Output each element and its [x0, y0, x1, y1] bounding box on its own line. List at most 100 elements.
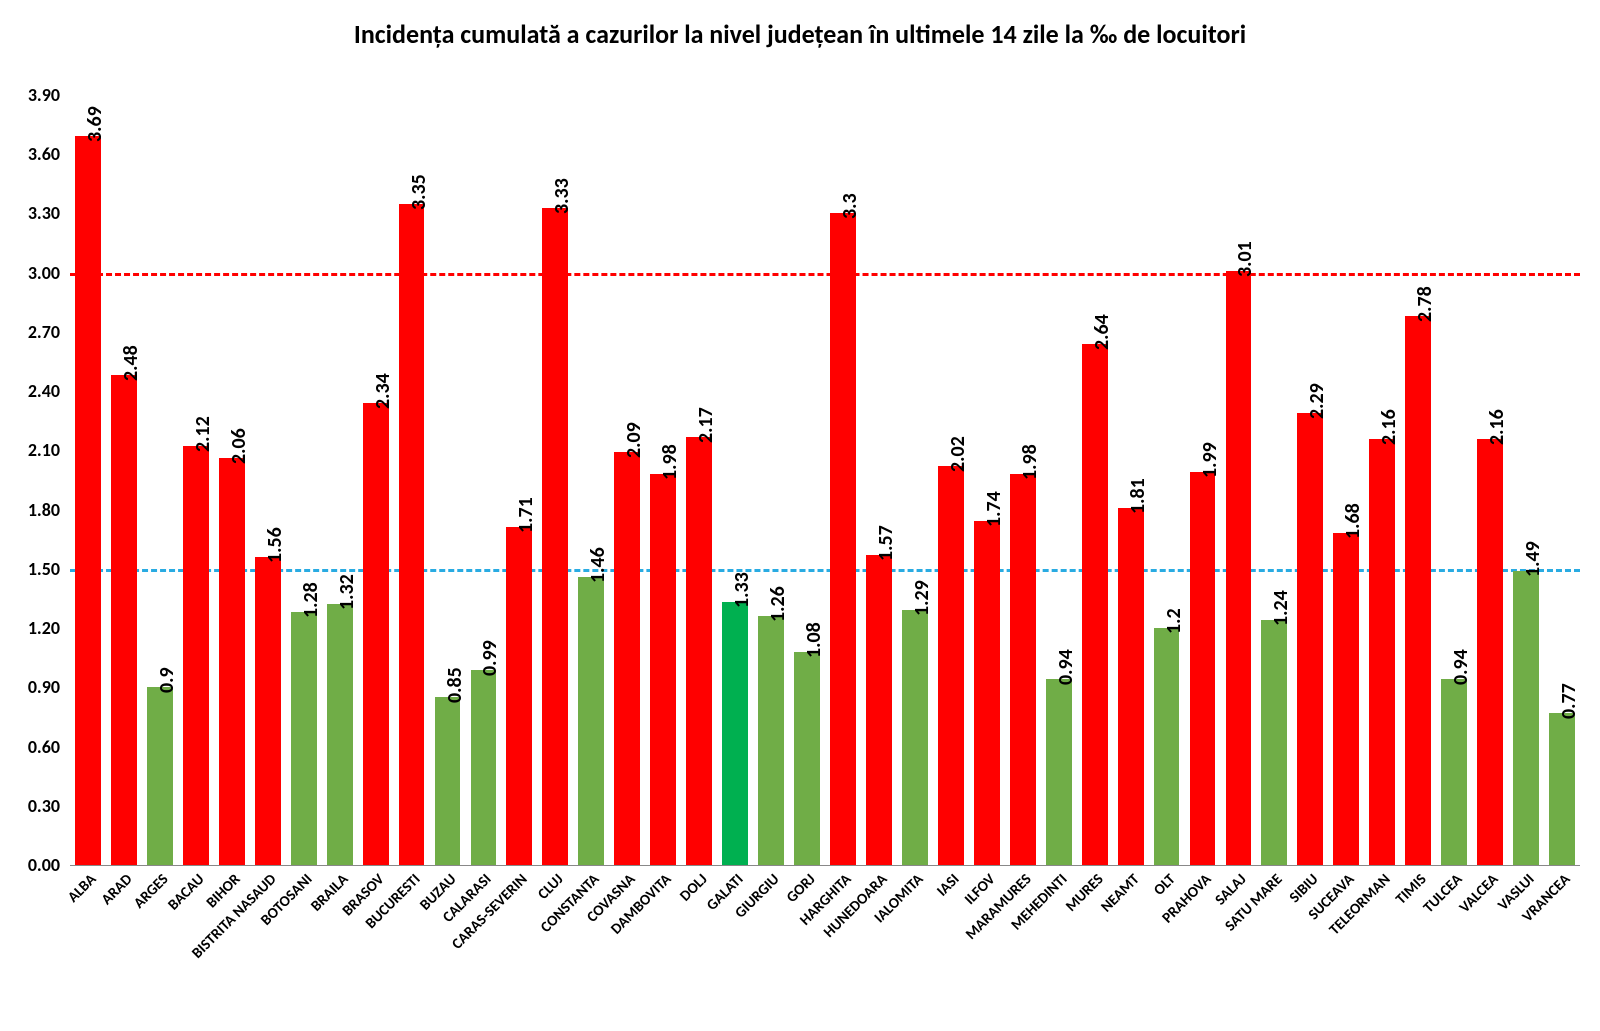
- bar: [1046, 679, 1072, 865]
- bar-value-label: 2.02: [946, 436, 970, 472]
- y-tick-label: 3.90: [28, 84, 60, 106]
- y-tick-label: 3.00: [28, 262, 60, 284]
- x-tick-label: IASI: [933, 871, 963, 901]
- bar: [183, 446, 209, 865]
- x-tick-label: BACAU: [165, 871, 209, 915]
- bar: [902, 610, 928, 865]
- bar: [650, 474, 676, 865]
- bar-value-label: 1.24: [1269, 590, 1293, 626]
- bar-value-label: 2.64: [1090, 314, 1114, 350]
- bar-value-label: 3.35: [407, 174, 431, 210]
- bar-value-label: 1.26: [766, 586, 790, 622]
- bar-value-label: 3.01: [1233, 241, 1257, 277]
- x-tick-label: ALBA: [64, 871, 100, 907]
- bar-value-label: 0.94: [1054, 650, 1078, 686]
- bar: [1154, 628, 1180, 865]
- bar: [1118, 508, 1144, 865]
- x-tick-label: TULCEA: [1420, 871, 1466, 917]
- y-tick-label: 3.30: [28, 202, 60, 224]
- bar-value-label: 1.49: [1521, 541, 1545, 577]
- y-tick-label: 2.70: [28, 321, 60, 343]
- y-tick-label: 0.30: [28, 795, 60, 817]
- bar-value-label: 0.99: [478, 640, 502, 676]
- bar-value-label: 2.06: [227, 429, 251, 465]
- bar-value-label: 1.32: [335, 575, 359, 611]
- bar: [327, 604, 353, 865]
- bar-value-label: 2.12: [191, 417, 215, 453]
- bar: [399, 204, 425, 865]
- y-tick-label: 1.50: [28, 558, 60, 580]
- bar: [938, 466, 964, 865]
- x-tick-label: NEAMT: [1097, 871, 1143, 917]
- bar: [866, 555, 892, 865]
- bar: [1477, 439, 1503, 865]
- bar-value-label: 1.68: [1341, 504, 1365, 540]
- bar: [542, 208, 568, 865]
- bar-value-label: 1.33: [730, 573, 754, 609]
- bar-value-label: 2.16: [1485, 409, 1509, 445]
- bar-value-label: 3.3: [838, 194, 862, 220]
- x-tick-label: ARGES: [130, 871, 172, 913]
- y-tick-label: 1.20: [28, 617, 60, 639]
- y-tick-label: 0.90: [28, 676, 60, 698]
- bar: [1333, 533, 1359, 865]
- bar-value-label: 1.71: [514, 498, 538, 534]
- x-tick-label: VALCEA: [1456, 871, 1502, 917]
- bar-value-label: 1.57: [874, 525, 898, 561]
- bar-value-label: 1.46: [586, 547, 610, 583]
- bar-value-label: 1.98: [1018, 444, 1042, 480]
- bar: [147, 687, 173, 865]
- bar-value-label: 0.94: [1449, 650, 1473, 686]
- bar: [1513, 571, 1539, 865]
- x-tick-label: OLT: [1150, 871, 1179, 900]
- bar: [1405, 316, 1431, 865]
- reference-line: [70, 273, 1580, 276]
- y-tick-label: 2.40: [28, 380, 60, 402]
- bar: [1297, 413, 1323, 865]
- bar-value-label: 0.77: [1557, 683, 1581, 719]
- bar: [686, 437, 712, 865]
- bar-value-label: 2.78: [1413, 286, 1437, 322]
- y-tick-label: 0.60: [28, 736, 60, 758]
- bar: [830, 213, 856, 865]
- plot-area: 3.692.480.92.122.061.561.281.322.343.350…: [70, 95, 1580, 865]
- bar-value-label: 2.29: [1305, 383, 1329, 419]
- bar-value-label: 1.81: [1126, 478, 1150, 514]
- chart-title: Incidența cumulată a cazurilor la nivel …: [0, 18, 1600, 50]
- bar-value-label: 1.98: [658, 444, 682, 480]
- bar: [1441, 679, 1467, 865]
- bar: [1261, 620, 1287, 865]
- bar-value-label: 2.16: [1377, 409, 1401, 445]
- y-tick-label: 0.00: [28, 854, 60, 876]
- bar: [1010, 474, 1036, 865]
- bar-value-label: 3.33: [550, 178, 574, 214]
- bar: [506, 527, 532, 865]
- x-tick-label: ARAD: [98, 871, 136, 909]
- bar: [291, 612, 317, 865]
- x-axis-line: [70, 865, 1580, 866]
- y-tick-label: 3.60: [28, 143, 60, 165]
- bar: [1190, 472, 1216, 865]
- bar-value-label: 2.48: [119, 346, 143, 382]
- bar: [722, 602, 748, 865]
- bar-value-label: 2.09: [622, 423, 646, 459]
- bar: [75, 136, 101, 865]
- bar-chart: Incidența cumulată a cazurilor la nivel …: [0, 0, 1600, 1031]
- bar: [1369, 439, 1395, 865]
- bar: [758, 616, 784, 865]
- bar-value-label: 1.2: [1162, 608, 1186, 634]
- bar: [219, 458, 245, 865]
- x-tick-label: MURES: [1062, 871, 1107, 916]
- bar: [435, 697, 461, 865]
- bar-value-label: 1.08: [802, 622, 826, 658]
- bar: [363, 403, 389, 865]
- bar: [255, 557, 281, 865]
- bar-value-label: 2.17: [694, 407, 718, 443]
- bar-value-label: 1.99: [1198, 442, 1222, 478]
- bar: [794, 652, 820, 865]
- y-tick-label: 2.10: [28, 439, 60, 461]
- bar: [111, 375, 137, 865]
- bar: [1082, 344, 1108, 865]
- bar-value-label: 1.56: [263, 527, 287, 563]
- bar-value-label: 0.85: [443, 667, 467, 703]
